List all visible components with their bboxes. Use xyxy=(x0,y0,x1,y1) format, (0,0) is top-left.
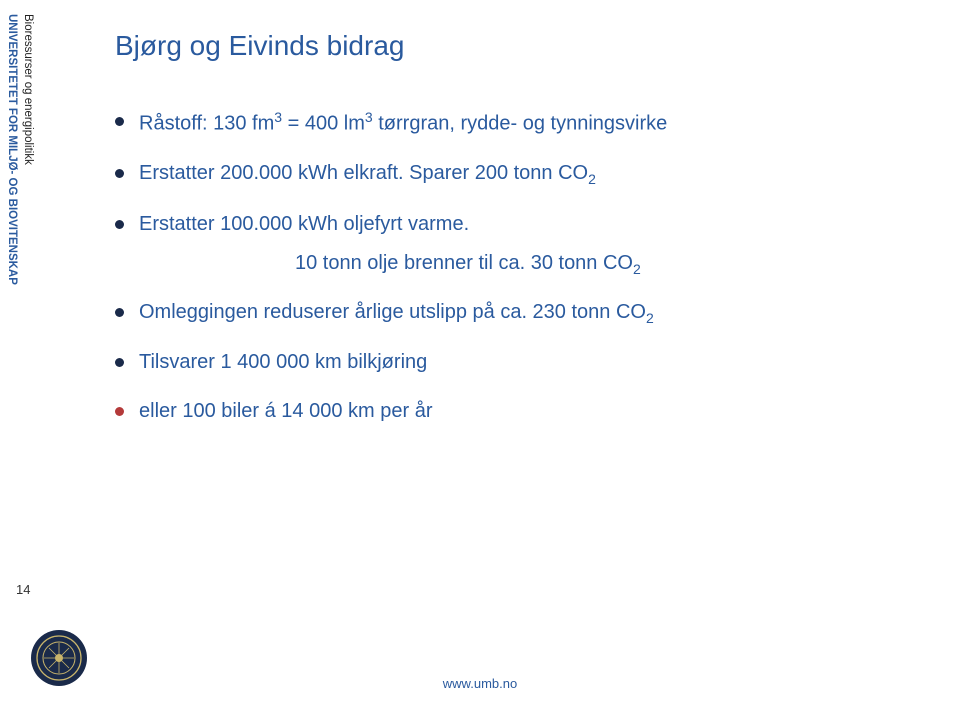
bullet-item: eller 100 biler á 14 000 km per år xyxy=(115,398,920,425)
slide-title: Bjørg og Eivinds bidrag xyxy=(115,30,920,62)
bullet-item: Erstatter 100.000 kWh oljefyrt varme. xyxy=(115,211,920,238)
bullet-item: Erstatter 200.000 kWh elkraft. Sparer 20… xyxy=(115,160,920,189)
slide-content: Bjørg og Eivinds bidrag Råstoff: 130 fm3… xyxy=(115,30,920,447)
bullet-item: Omleggingen reduserer årlige utslipp på … xyxy=(115,299,920,328)
bullet-subline: 10 tonn olje brenner til ca. 30 tonn CO2 xyxy=(115,252,920,277)
page-number: 14 xyxy=(16,582,30,597)
vertical-label-topic: Bioressurser og energipolitikk xyxy=(22,14,34,165)
bullet-list: Råstoff: 130 fm3 = 400 lm3 tørrgran, ryd… xyxy=(115,108,920,425)
vertical-label-university: UNIVERSITETET FOR MILJØ- OG BIOVITENSKAP xyxy=(6,14,18,285)
footer-url: www.umb.no xyxy=(0,676,960,691)
bullet-item: Råstoff: 130 fm3 = 400 lm3 tørrgran, ryd… xyxy=(115,108,920,138)
bullet-item: Tilsvarer 1 400 000 km bilkjøring xyxy=(115,349,920,376)
vertical-label-group: Bioressurser og energipolitikk UNIVERSIT… xyxy=(0,0,60,480)
